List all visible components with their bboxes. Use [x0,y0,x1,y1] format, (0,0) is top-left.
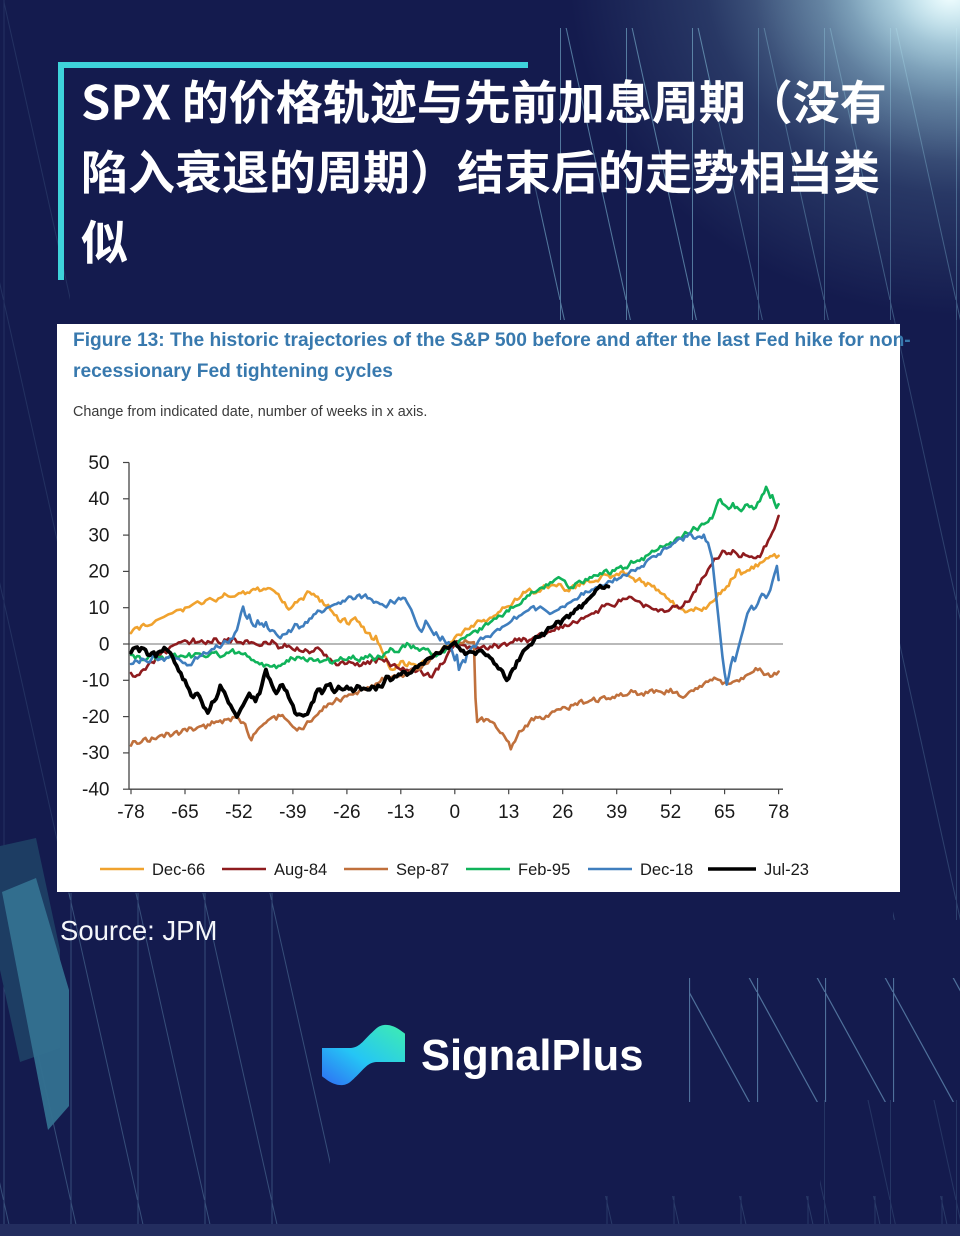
svg-text:Sep-87: Sep-87 [396,861,449,879]
svg-text:Dec-66: Dec-66 [152,861,205,879]
svg-text:13: 13 [498,802,519,823]
svg-text:30: 30 [88,525,109,546]
svg-text:10: 10 [88,598,109,619]
svg-text:40: 40 [88,489,109,510]
svg-text:65: 65 [714,802,735,823]
svg-text:78: 78 [768,802,789,823]
svg-text:39: 39 [606,802,627,823]
svg-text:-39: -39 [279,802,306,823]
svg-text:0: 0 [450,802,461,823]
svg-text:-40: -40 [82,780,109,801]
svg-text:Dec-18: Dec-18 [640,861,693,879]
svg-text:52: 52 [660,802,681,823]
svg-text:-13: -13 [387,802,414,823]
svg-text:20: 20 [88,562,109,583]
svg-text:-78: -78 [117,802,144,823]
svg-text:50: 50 [88,453,109,474]
svg-text:-20: -20 [82,707,109,728]
svg-text:Jul-23: Jul-23 [764,861,809,879]
svg-text:-26: -26 [333,802,360,823]
svg-text:-30: -30 [82,743,109,764]
svg-text:26: 26 [552,802,573,823]
svg-text:-10: -10 [82,671,109,692]
svg-text:-65: -65 [171,802,198,823]
svg-text:Feb-95: Feb-95 [518,861,570,879]
svg-text:Aug-84: Aug-84 [274,861,327,879]
svg-text:0: 0 [99,634,110,655]
svg-text:-52: -52 [225,802,252,823]
